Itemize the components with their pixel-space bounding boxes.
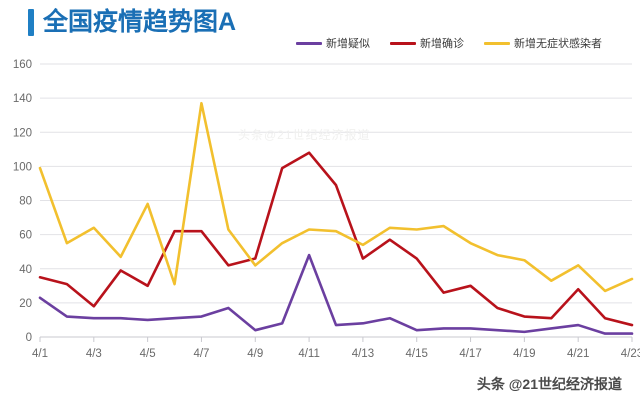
y-axis-tick-label: 160 (13, 59, 32, 71)
footer-credit: 头条 @21世纪经济报道 (476, 376, 622, 392)
x-axis-tick-label: 4/5 (140, 348, 156, 360)
y-axis-tick-label: 40 (19, 264, 32, 276)
legend-item-confirmed[interactable]: 新增确诊 (390, 35, 464, 51)
x-axis-tick-label: 4/1 (32, 348, 48, 360)
x-axis-tick-label: 4/19 (513, 348, 535, 360)
y-axis-tick-label: 120 (13, 127, 32, 139)
x-axis-tick-label: 4/7 (193, 348, 209, 360)
y-axis-tick-label: 20 (19, 298, 32, 310)
legend-item-asymptomatic[interactable]: 新增无症状感染者 (484, 35, 602, 51)
y-axis-tick-label: 100 (13, 161, 32, 173)
chart-legend: 新增疑似 新增确诊 新增无症状感染者 (296, 35, 602, 51)
x-axis-tick-label: 4/21 (567, 348, 589, 360)
chart-plot-area: 0 20 40 60 80 100 120 140 160 4/1 4/3 4/5 4/7 4/9 4/11… (0, 52, 640, 370)
y-axis-tick-label: 80 (19, 196, 32, 208)
x-axis-tick-label: 4/3 (86, 348, 102, 360)
y-axis-tick-label: 60 (19, 230, 32, 242)
y-axis-tick-label: 0 (26, 332, 32, 344)
series-line-新增疑似 (38, 253, 634, 335)
title-text: 全国疫情趋势图A (43, 8, 237, 36)
x-axis-tick-label: 4/23 (621, 348, 640, 360)
page-title: 全国疫情趋势图A (28, 9, 236, 36)
legend-item-suspected[interactable]: 新增疑似 (296, 35, 370, 51)
x-axis-tick-label: 4/15 (406, 348, 428, 360)
legend-swatch-icon (296, 41, 322, 45)
title-accent-bar (28, 9, 34, 36)
x-axis-tick-label: 4/17 (459, 348, 481, 360)
series-line-新增确诊 (38, 151, 634, 327)
x-axis-tick-label: 4/11 (298, 348, 320, 360)
x-axis-tick-label: 4/9 (247, 348, 263, 360)
legend-label: 新增无症状感染者 (514, 38, 602, 50)
legend-label: 新增确诊 (420, 38, 464, 50)
series-line-新增无症状感染者 (38, 101, 634, 293)
chart-header: 全国疫情趋势图A 新增疑似 新增确诊 新增无症状感染者 (0, 0, 640, 52)
legend-swatch-icon (390, 41, 416, 45)
legend-label: 新增疑似 (326, 38, 370, 50)
legend-swatch-icon (484, 41, 510, 45)
x-axis-tick-label: 4/13 (352, 348, 374, 360)
line-chart-svg: 0 20 40 60 80 100 120 140 160 4/1 4/3 4/5 4/7 4/9 4/11… (13, 59, 640, 360)
y-axis-tick-label: 140 (13, 93, 32, 105)
